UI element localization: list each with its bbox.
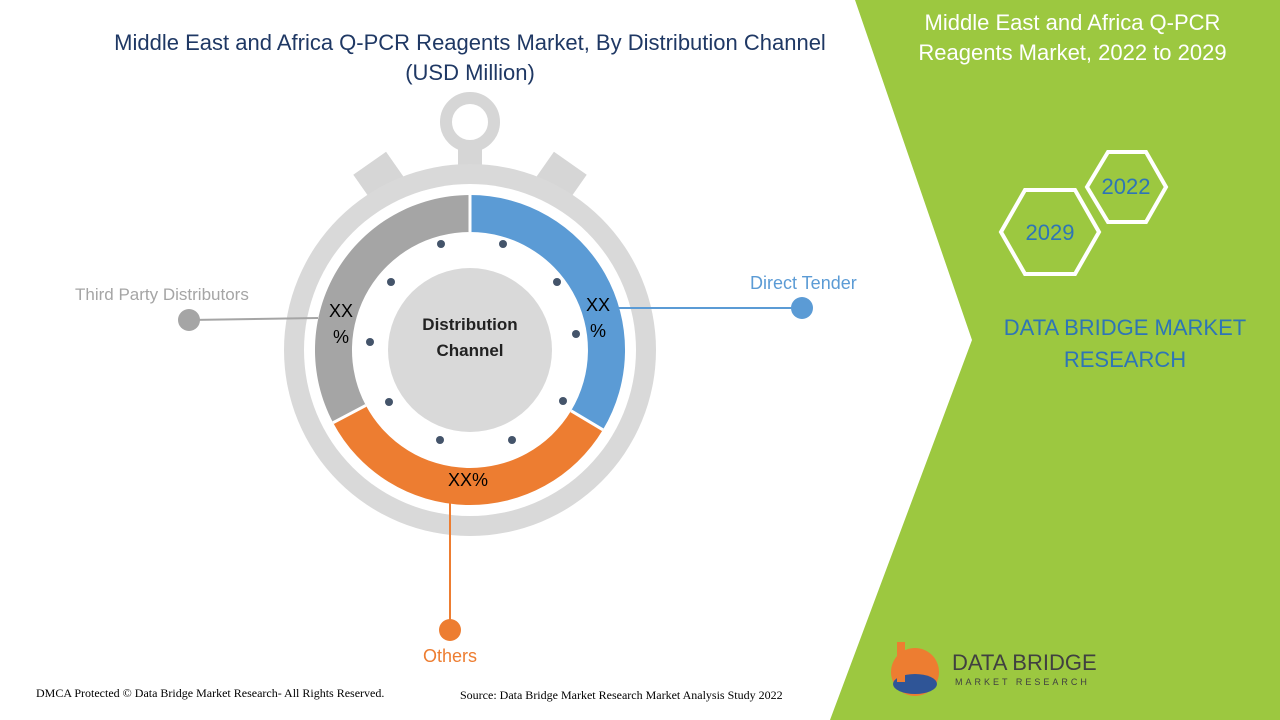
connector-dot <box>178 309 200 331</box>
year: 2022 <box>1101 174 1151 199</box>
logo-name: DATA BRIDGE <box>952 650 1097 675</box>
connector-dot <box>439 619 461 641</box>
divider <box>332 404 367 425</box>
title-block: Middle East and Africa Q-PCR Reagents Ma… <box>60 28 880 88</box>
hexagon <box>998 188 1102 276</box>
title: Middle East and Africa Q-PCR Reagents Ma… <box>114 30 826 55</box>
year: 2029 <box>1025 220 1075 245</box>
center-label: Distribution Channel <box>422 315 518 360</box>
divider <box>570 409 604 432</box>
value-label: XX% <box>447 470 489 490</box>
segment-label: Third Party Distributors <box>75 285 249 304</box>
side-button <box>533 151 587 205</box>
value-label: XX % <box>585 295 610 341</box>
brand: DATA BRIDGE MARKET RESEARCH <box>1003 315 1247 372</box>
logo-tagline: MARKET RESEARCH <box>955 677 1090 687</box>
source: Source: Data Bridge Market Research Mark… <box>460 688 783 702</box>
connector-dot <box>791 297 813 319</box>
connector <box>189 317 319 321</box>
copyright: DMCA Protected © Data Bridge Market Rese… <box>36 686 385 700</box>
side-title: Middle East and Africa Q-PCR Reagents Ma… <box>918 10 1227 65</box>
segment-direct-tender <box>470 195 626 430</box>
segment-label: Direct Tender <box>750 273 857 293</box>
center-disc <box>388 268 552 432</box>
value-label: XX % <box>328 301 353 347</box>
subtitle: (USD Million) <box>405 60 535 85</box>
knob-ring <box>440 92 500 152</box>
segment-others <box>333 405 603 506</box>
side-panel-bg <box>830 0 1280 720</box>
segment-label: Others <box>422 646 478 666</box>
side-button <box>353 151 407 205</box>
segment-third-party <box>314 195 470 423</box>
hexagon <box>1084 150 1169 224</box>
logo-mark <box>897 642 905 682</box>
dial-dots <box>366 240 580 444</box>
